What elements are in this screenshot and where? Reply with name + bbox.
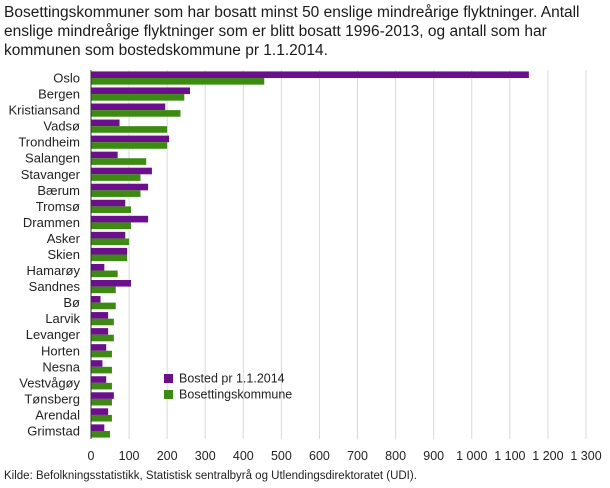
- category-label: Tromsø: [36, 199, 80, 214]
- legend-swatch: [164, 390, 173, 399]
- x-tick-label: 1 000: [456, 449, 487, 463]
- bar: [91, 398, 112, 406]
- category-label: Vadsø: [43, 119, 80, 134]
- bar: [91, 71, 529, 79]
- bar: [91, 334, 114, 342]
- category-label: Arendal: [35, 407, 80, 422]
- x-tick-label: 1 200: [532, 449, 563, 463]
- bar: [91, 408, 109, 415]
- bar: [91, 158, 147, 165]
- bar: [91, 151, 118, 159]
- bar: [91, 238, 130, 246]
- bar: [91, 110, 181, 117]
- category-label: Salangen: [25, 151, 80, 166]
- bar: [91, 312, 109, 319]
- category-label: Tønsberg: [24, 391, 80, 406]
- bar: [91, 87, 190, 95]
- bar: [91, 231, 126, 239]
- category-label: Levanger: [26, 327, 81, 342]
- x-tick-label: 200: [157, 449, 178, 463]
- bar: [91, 247, 128, 255]
- bar: [91, 344, 107, 351]
- bar: [91, 296, 101, 303]
- legend: Bosted pr 1.1.2014 Bosettingskommune: [164, 372, 292, 402]
- bar: [91, 270, 118, 278]
- category-label: Hamarøy: [27, 263, 81, 278]
- bar: [91, 206, 131, 213]
- category-label: Kristiansand: [8, 103, 80, 118]
- legend-swatch: [164, 374, 173, 383]
- bar: [91, 318, 114, 326]
- legend-label: Bosettingskommune: [179, 388, 292, 402]
- bar: [91, 376, 107, 383]
- bar: [91, 414, 112, 422]
- bar: [91, 167, 152, 175]
- bar: [91, 119, 120, 127]
- bar: [91, 328, 109, 335]
- bar: [91, 190, 141, 197]
- legend-label: Bosted pr 1.1.2014: [179, 372, 285, 386]
- bar: [91, 263, 105, 271]
- category-label: Horten: [41, 343, 80, 358]
- x-tick-label: 500: [271, 449, 292, 463]
- x-tick-label: 700: [347, 449, 368, 463]
- x-tick-label: 100: [119, 449, 140, 463]
- bar: [91, 94, 185, 101]
- bar: [91, 135, 170, 143]
- bar: [91, 222, 131, 230]
- bar: [91, 350, 112, 358]
- bar: [91, 424, 105, 431]
- category-label: Bærum: [37, 183, 80, 198]
- category-label: Oslo: [53, 71, 80, 86]
- x-tick-labels: 0 100 200 300 400 500 600 700 800 900 1 000 1 100 1 …: [88, 449, 602, 463]
- bar: [91, 183, 149, 191]
- category-label: Bergen: [38, 87, 80, 102]
- bar: [91, 199, 126, 207]
- bar: [91, 126, 168, 133]
- category-label: Drammen: [23, 215, 80, 230]
- bar: [91, 392, 114, 399]
- category-label: Bø: [63, 295, 80, 310]
- x-tick-label: 1 100: [494, 449, 525, 463]
- x-tick-label: 1 300: [570, 449, 601, 463]
- bar: [91, 103, 166, 111]
- bar: [91, 142, 168, 149]
- bar: [91, 382, 112, 390]
- chart-title: Bosettingskommuner som har bosatt minst …: [4, 4, 580, 59]
- x-tick-label: 300: [195, 449, 216, 463]
- bar: [91, 215, 149, 223]
- category-labels: OsloBergenKristiansandVadsøTrondheimSala…: [8, 71, 80, 439]
- category-label: Vestvågøy: [19, 375, 80, 390]
- bar: [91, 279, 131, 287]
- category-label: Sandnes: [29, 279, 81, 294]
- bar: [91, 254, 128, 262]
- source-note: Kilde: Befolkningsstatistikk, Statistisk…: [4, 470, 417, 482]
- bar: [91, 78, 265, 85]
- bar: [91, 430, 111, 438]
- x-tick-label: 400: [233, 449, 254, 463]
- bar: [91, 360, 103, 367]
- category-label: Grimstad: [27, 423, 80, 438]
- category-label: Larvik: [45, 311, 80, 326]
- category-label: Skien: [47, 247, 80, 262]
- x-tick-label: 600: [309, 449, 330, 463]
- bar: [91, 174, 141, 181]
- bar: [91, 302, 116, 310]
- category-label: Trondheim: [18, 135, 80, 150]
- category-label: Nesna: [42, 359, 80, 374]
- bar: [91, 286, 116, 294]
- category-label: Asker: [47, 231, 81, 246]
- x-tick-label: 900: [423, 449, 444, 463]
- category-label: Stavanger: [21, 167, 81, 182]
- x-tick-label: 0: [88, 449, 95, 463]
- bar: [91, 366, 112, 374]
- x-tick-label: 800: [385, 449, 406, 463]
- bars: [91, 71, 529, 438]
